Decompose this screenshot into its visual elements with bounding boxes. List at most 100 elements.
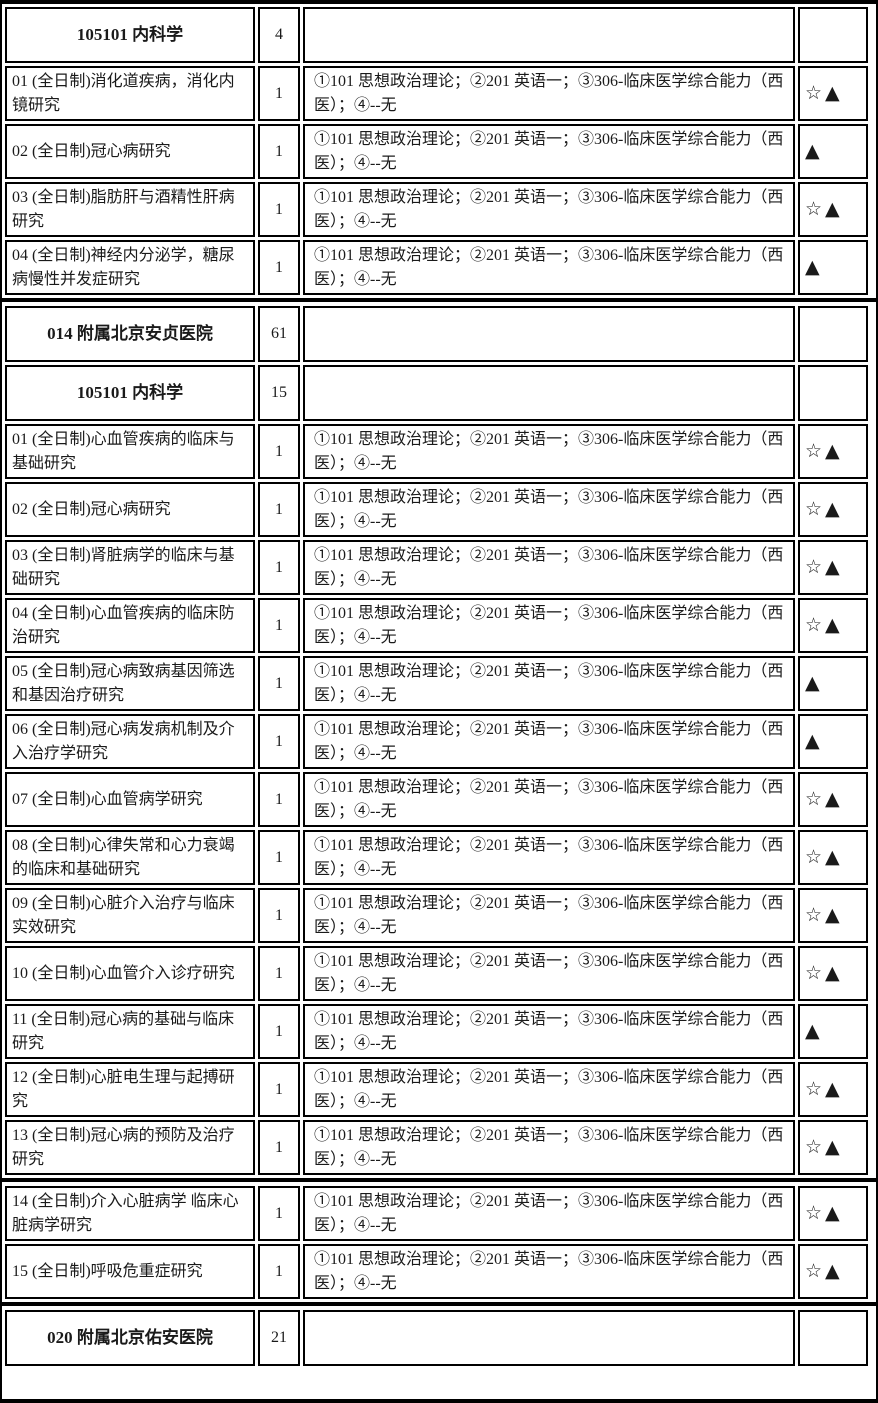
exam-subjects-cell-text: ①101 思想政治理论；②201 英语一；③306-临床医学综合能力（西医）；④… xyxy=(314,1127,784,1168)
exam-subjects-cell: ①101 思想政治理论；②201 英语一；③306-临床医学综合能力（西医）；④… xyxy=(303,424,795,479)
exam-subjects-cell-text: ①101 思想政治理论；②201 英语一；③306-临床医学综合能力（西医）；④… xyxy=(314,489,784,530)
remarks-cell-text: ☆▲ xyxy=(805,81,843,104)
quota-cell-text: 1 xyxy=(275,142,283,160)
research-direction-row: 10 (全日制)心血管介入诊疗研究 1 ①101 思想政治理论；②201 英语一；③… xyxy=(5,946,873,1001)
exam-subjects-cell: ①101 思想政治理论；②201 英语一；③306-临床医学综合能力（西医）；④… xyxy=(303,540,795,595)
remarks-cell-text: ☆▲ xyxy=(805,613,843,636)
remarks-cell-text: ☆▲ xyxy=(805,903,843,926)
quota-cell-text: 1 xyxy=(275,790,283,808)
quota-cell-text: 1 xyxy=(275,906,283,924)
research-direction-row: 07 (全日制)心血管病学研究 1 ①101 思想政治理论；②201 英语一；③30… xyxy=(5,772,873,827)
program-name-cell: 08 (全日制)心律失常和心力衰竭的临床和基础研究 xyxy=(5,830,255,885)
program-name-cell: 02 (全日制)冠心病研究 xyxy=(5,482,255,537)
remarks-cell-text: ☆▲ xyxy=(805,197,843,220)
remarks-cell-text: ☆▲ xyxy=(805,961,843,984)
research-direction-row: 04 (全日制)神经内分泌学，糖尿病慢性并发症研究 1 ①101 思想政治理论；②2… xyxy=(5,240,873,295)
exam-subjects-cell: ①101 思想政治理论；②201 英语一；③306-临床医学综合能力（西医）；④… xyxy=(303,598,795,653)
table-top-break-line xyxy=(0,0,878,4)
exam-subjects-cell-text: ①101 思想政治理论；②201 英语一；③306-临床医学综合能力（西医）；④… xyxy=(314,953,784,994)
quota-cell-text: 1 xyxy=(275,732,283,750)
quota-cell-text: 1 xyxy=(275,84,283,102)
quota-cell: 1 xyxy=(258,1244,300,1299)
quota-cell: 1 xyxy=(258,1004,300,1059)
research-direction-row: 06 (全日制)冠心病发病机制及介入治疗学研究 1 ①101 思想政治理论；②201… xyxy=(5,714,873,769)
exam-subjects-cell-text: ①101 思想政治理论；②201 英语一；③306-临床医学综合能力（西医）；④… xyxy=(314,247,784,288)
remarks-cell-text: ☆▲ xyxy=(805,787,843,810)
page-break-line xyxy=(2,298,876,302)
exam-subjects-cell: ①101 思想政治理论；②201 英语一；③306-临床医学综合能力（西医）；④… xyxy=(303,656,795,711)
remarks-cell-text: ☆▲ xyxy=(805,555,843,578)
remarks-cell xyxy=(798,365,868,421)
exam-subjects-cell: ①101 思想政治理论；②201 英语一；③306-临床医学综合能力（西医）；④… xyxy=(303,772,795,827)
program-name-cell-text: 10 (全日制)心血管介入诊疗研究 xyxy=(12,964,235,982)
remarks-cell-text: ☆▲ xyxy=(805,439,843,462)
quota-cell: 1 xyxy=(258,772,300,827)
quota-cell: 61 xyxy=(258,306,300,362)
program-name-cell-text: 14 (全日制)介入心脏病学 临床心脏病学研究 xyxy=(12,1193,239,1234)
section-header-row: 105101 内科学 4 xyxy=(5,7,873,63)
quota-cell: 1 xyxy=(258,540,300,595)
program-name-cell-text: 03 (全日制)脂肪肝与酒精性肝病研究 xyxy=(12,189,235,230)
quota-cell: 1 xyxy=(258,714,300,769)
exam-subjects-cell xyxy=(303,7,795,63)
exam-subjects-cell-text: ①101 思想政治理论；②201 英语一；③306-临床医学综合能力（西医）；④… xyxy=(314,779,784,820)
remarks-cell-text: ☆▲ xyxy=(805,1135,843,1158)
remarks-cell-text: ☆▲ xyxy=(805,1201,843,1224)
quota-cell-text: 1 xyxy=(275,1138,283,1156)
program-name-cell: 03 (全日制)肾脏病学的临床与基础研究 xyxy=(5,540,255,595)
quota-cell-text: 1 xyxy=(275,616,283,634)
quota-cell: 1 xyxy=(258,182,300,237)
remarks-cell: ☆▲ xyxy=(798,598,868,653)
remarks-cell: ☆▲ xyxy=(798,1062,868,1117)
quota-cell: 1 xyxy=(258,1186,300,1241)
program-name-cell-text: 12 (全日制)心脏电生理与起搏研究 xyxy=(12,1069,235,1110)
exam-subjects-cell: ①101 思想政治理论；②201 英语一；③306-临床医学综合能力（西医）；④… xyxy=(303,888,795,943)
quota-cell-text: 61 xyxy=(271,325,287,343)
research-direction-row: 08 (全日制)心律失常和心力衰竭的临床和基础研究 1 ①101 思想政治理论；②2… xyxy=(5,830,873,885)
remarks-cell: ▲ xyxy=(798,656,868,711)
research-direction-row: 09 (全日制)心脏介入治疗与临床实效研究 1 ①101 思想政治理论；②201 英… xyxy=(5,888,873,943)
exam-subjects-cell-text: ①101 思想政治理论；②201 英语一；③306-临床医学综合能力（西医）；④… xyxy=(314,547,784,588)
exam-subjects-cell-text: ①101 思想政治理论；②201 英语一；③306-临床医学综合能力（西医）；④… xyxy=(314,895,784,936)
exam-subjects-cell-text: ①101 思想政治理论；②201 英语一；③306-临床医学综合能力（西医）；④… xyxy=(314,1011,784,1052)
remarks-cell: ☆▲ xyxy=(798,424,868,479)
program-name-cell-text: 11 (全日制)冠心病的基础与临床研究 xyxy=(12,1011,235,1052)
quota-cell-text: 1 xyxy=(275,964,283,982)
remarks-cell-text: ▲ xyxy=(805,1019,823,1042)
section-header-row: 105101 内科学 15 xyxy=(5,365,873,421)
research-direction-row: 02 (全日制)冠心病研究 1 ①101 思想政治理论；②201 英语一；③306-… xyxy=(5,482,873,537)
exam-subjects-cell: ①101 思想政治理论；②201 英语一；③306-临床医学综合能力（西医）；④… xyxy=(303,124,795,179)
program-name-cell: 10 (全日制)心血管介入诊疗研究 xyxy=(5,946,255,1001)
exam-subjects-cell-text: ①101 思想政治理论；②201 英语一；③306-临床医学综合能力（西医）；④… xyxy=(314,721,784,762)
remarks-cell: ☆▲ xyxy=(798,1244,868,1299)
exam-subjects-cell-text: ①101 思想政治理论；②201 英语一；③306-临床医学综合能力（西医）；④… xyxy=(314,663,784,704)
admissions-table: 105101 内科学 4 01 (全日制)消化道疾病，消化内镜研究 1 ①101 思想政… xyxy=(0,4,878,1399)
exam-subjects-cell: ①101 思想政治理论；②201 英语一；③306-临床医学综合能力（西医）；④… xyxy=(303,1120,795,1175)
page-break-line xyxy=(2,1178,876,1182)
research-direction-row: 12 (全日制)心脏电生理与起搏研究 1 ①101 思想政治理论；②201 英语一；… xyxy=(5,1062,873,1117)
remarks-cell: ☆▲ xyxy=(798,482,868,537)
remarks-cell xyxy=(798,306,868,362)
program-name-cell-text: 07 (全日制)心血管病学研究 xyxy=(12,790,203,808)
research-direction-row: 13 (全日制)冠心病的预防及治疗研究 1 ①101 思想政治理论；②201 英语一… xyxy=(5,1120,873,1175)
quota-cell: 1 xyxy=(258,598,300,653)
quota-cell: 1 xyxy=(258,66,300,121)
remarks-cell xyxy=(798,1310,868,1366)
remarks-cell: ▲ xyxy=(798,240,868,295)
research-direction-row: 01 (全日制)消化道疾病，消化内镜研究 1 ①101 思想政治理论；②201 英语… xyxy=(5,66,873,121)
research-direction-row: 01 (全日制)心血管疾病的临床与基础研究 1 ①101 思想政治理论；②201 英… xyxy=(5,424,873,479)
remarks-cell: ☆▲ xyxy=(798,888,868,943)
exam-subjects-cell-text: ①101 思想政治理论；②201 英语一；③306-临床医学综合能力（西医）；④… xyxy=(314,189,784,230)
program-name-cell-text: 01 (全日制)心血管疾病的临床与基础研究 xyxy=(12,431,235,472)
quota-cell: 1 xyxy=(258,1120,300,1175)
program-name-cell: 12 (全日制)心脏电生理与起搏研究 xyxy=(5,1062,255,1117)
quota-cell-text: 1 xyxy=(275,848,283,866)
program-name-cell-text: 04 (全日制)神经内分泌学，糖尿病慢性并发症研究 xyxy=(12,247,235,288)
program-name-cell: 01 (全日制)心血管疾病的临床与基础研究 xyxy=(5,424,255,479)
remarks-cell-text: ▲ xyxy=(805,671,823,694)
exam-subjects-cell: ①101 思想政治理论；②201 英语一；③306-临床医学综合能力（西医）；④… xyxy=(303,240,795,295)
program-name-cell: 15 (全日制)呼吸危重症研究 xyxy=(5,1244,255,1299)
section-header-row: 020 附属北京佑安医院 21 xyxy=(5,1310,873,1366)
exam-subjects-cell-text: ①101 思想政治理论；②201 英语一；③306-临床医学综合能力（西医）；④… xyxy=(314,431,784,472)
section-header-row: 014 附属北京安贞医院 61 xyxy=(5,306,873,362)
